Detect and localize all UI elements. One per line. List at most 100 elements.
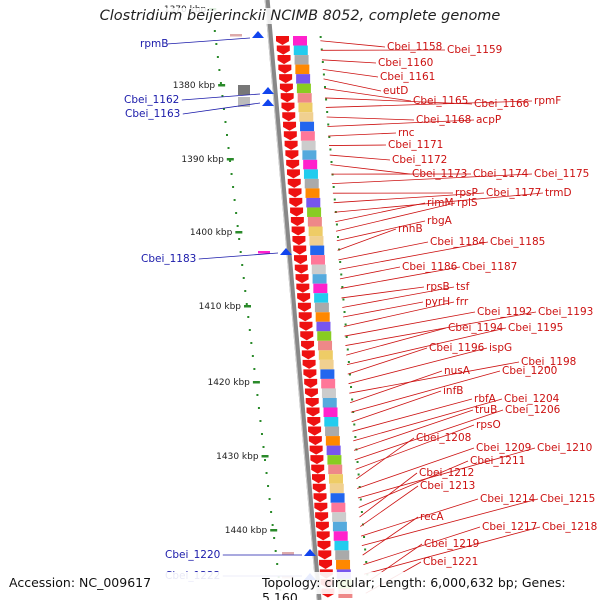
track-dot-right bbox=[356, 461, 359, 463]
track-dot-left bbox=[239, 251, 242, 253]
gene-label-reverse: truB bbox=[475, 404, 497, 416]
gene-label-reverse: Cbei_1196 bbox=[429, 342, 485, 354]
gene-feature-box bbox=[314, 302, 329, 313]
gene-label-reverse: ispG bbox=[489, 342, 512, 354]
gene-leader-reverse bbox=[345, 311, 537, 346]
gene-label-forward: Cbei_1183 bbox=[141, 253, 196, 265]
track-dot-left bbox=[276, 563, 279, 565]
track-dot-right bbox=[343, 311, 346, 313]
gene-leader-reverse bbox=[357, 447, 475, 489]
gene-feature-box bbox=[328, 474, 343, 484]
gene-arrow-reverse bbox=[276, 36, 289, 46]
gene-arrow-reverse bbox=[316, 531, 330, 541]
track-dot-left bbox=[229, 160, 232, 162]
gene-label-reverse: Cbei_1219 bbox=[424, 538, 479, 550]
ruler-tick bbox=[252, 381, 260, 384]
track-dot-left bbox=[257, 407, 260, 409]
track-dot-left bbox=[268, 498, 271, 500]
gene-feature-box bbox=[294, 55, 309, 65]
gene-leader-reverse bbox=[347, 347, 428, 375]
gene-arrow-reverse bbox=[300, 331, 314, 341]
gene-label-reverse: Cbei_1187 bbox=[462, 261, 517, 273]
gene-label-reverse: Cbei_1211 bbox=[470, 455, 525, 467]
gene-arrow-reverse bbox=[301, 350, 315, 360]
gene-feature-box bbox=[325, 436, 340, 446]
gene-leader-reverse bbox=[356, 437, 415, 480]
track-dot-left bbox=[250, 342, 253, 344]
track-dot-left bbox=[262, 446, 265, 448]
gene-label-reverse: Cbei_1175 bbox=[534, 168, 589, 180]
gene-arrow-reverse bbox=[281, 102, 295, 112]
gene-arrow-reverse bbox=[292, 236, 306, 246]
gene-feature-box bbox=[302, 150, 317, 160]
footer: Accession: NC_009617 Topology: circular;… bbox=[0, 572, 600, 600]
ruler-label: 1390 kbp bbox=[181, 155, 224, 165]
gene-arrow-reverse bbox=[283, 121, 297, 131]
gene-arrow-reverse bbox=[317, 540, 331, 550]
page-title: Clostridium beijerinckii NCIMB 8052, com… bbox=[0, 8, 600, 24]
gene-leader-reverse bbox=[327, 119, 475, 127]
gene-label-reverse: rnhB bbox=[398, 223, 423, 235]
track-dot-left bbox=[227, 147, 230, 149]
genome-info-label: Topology: circular; Length: 6,000,632 bp… bbox=[262, 575, 566, 600]
gene-feature-box bbox=[325, 426, 340, 437]
gene-feature-box bbox=[323, 407, 338, 418]
gene-label-forward: Cbei_1163 bbox=[125, 108, 180, 120]
track-dot-left bbox=[267, 485, 270, 487]
gene-feature-box bbox=[303, 159, 318, 170]
gene-arrow-reverse bbox=[290, 216, 304, 227]
gene-feature-box bbox=[321, 378, 336, 389]
gene-label-reverse: Cbei_1198 bbox=[521, 356, 576, 368]
gene-leader-reverse bbox=[344, 311, 476, 337]
track-dot-right bbox=[358, 486, 361, 488]
gene-arrow-reverse bbox=[297, 302, 311, 312]
gene-arrow-reverse bbox=[304, 378, 318, 388]
track-dot-left bbox=[271, 524, 274, 526]
gene-feature-box bbox=[295, 64, 310, 75]
gene-leader-reverse bbox=[337, 228, 397, 251]
gene-feature-box bbox=[309, 236, 324, 246]
genome-axis-highlight bbox=[264, 0, 318, 600]
track-dot-left bbox=[216, 56, 219, 58]
gene-feature-box bbox=[307, 216, 322, 227]
gene-label-reverse: acpP bbox=[476, 114, 501, 126]
gene-label-reverse: frr bbox=[456, 296, 469, 308]
gene-label-reverse: Cbei_1165 bbox=[413, 95, 468, 107]
gene-feature-box bbox=[310, 255, 325, 265]
gene-feature-box bbox=[308, 226, 323, 237]
gene-label-reverse: Cbei_1159 bbox=[447, 44, 502, 56]
gene-label-reverse: rpsP bbox=[455, 187, 478, 199]
gene-leader-reverse bbox=[363, 526, 481, 566]
gene-leader-reverse bbox=[339, 241, 489, 270]
gene-label-reverse: Cbei_1194 bbox=[448, 322, 504, 334]
track-dot-left bbox=[225, 134, 228, 136]
gene-label-reverse: Cbei_1174 bbox=[473, 168, 529, 180]
gene-label-reverse: Cbei_1185 bbox=[490, 236, 545, 248]
track-dot-left bbox=[224, 121, 227, 123]
gene-arrow-reverse bbox=[298, 312, 312, 322]
gene-arrow-reverse bbox=[310, 455, 324, 465]
ruler-label: 1380 kbp bbox=[173, 81, 216, 91]
gene-arrow-forward bbox=[262, 99, 274, 106]
track-dot-left bbox=[273, 537, 276, 539]
gene-feature-box bbox=[307, 207, 322, 217]
gene-feature-box bbox=[333, 531, 348, 541]
gene-label-reverse: rbgA bbox=[427, 215, 453, 227]
track-dot-left bbox=[215, 43, 218, 45]
gene-feature-box bbox=[336, 559, 351, 570]
track-dot-right bbox=[326, 111, 329, 113]
gene-arrow-forward bbox=[262, 87, 274, 94]
track-dot-left bbox=[259, 420, 262, 422]
gene-arrow-reverse bbox=[279, 74, 293, 84]
gene-feature-box bbox=[306, 197, 321, 208]
gene-feature-box bbox=[238, 97, 250, 107]
gene-feature-box bbox=[322, 397, 337, 408]
gene-arrow-reverse bbox=[289, 197, 303, 207]
track-dot-left bbox=[260, 433, 263, 435]
gene-leader-reverse bbox=[338, 241, 429, 261]
track-dot-right bbox=[347, 361, 350, 363]
track-dot-right bbox=[364, 548, 367, 551]
gene-label-reverse: pyrH bbox=[425, 296, 450, 308]
track-dot-left bbox=[233, 199, 236, 201]
